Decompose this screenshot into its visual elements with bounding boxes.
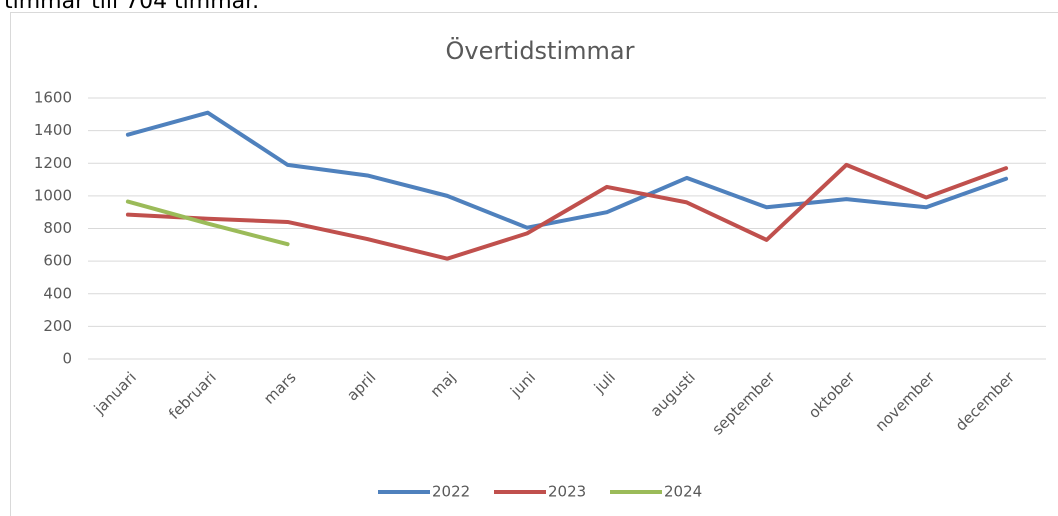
chart-frame — [10, 12, 1058, 516]
legend-label: 2023 — [548, 483, 586, 501]
legend-label: 2022 — [432, 483, 470, 501]
y-tick-label: 1200 — [34, 154, 72, 172]
chart-title: Övertidstimmar — [446, 36, 635, 65]
y-tick-label: 800 — [43, 219, 72, 237]
y-tick-label: 200 — [43, 317, 72, 335]
y-tick-label: 1000 — [34, 186, 72, 204]
legend-label: 2024 — [664, 483, 702, 501]
y-tick-label: 1400 — [34, 121, 72, 139]
y-tick-label: 1600 — [34, 89, 72, 107]
series-line — [125, 199, 290, 247]
series-line — [125, 110, 1009, 230]
series-line — [125, 162, 1009, 261]
y-tick-label: 0 — [62, 350, 72, 368]
y-tick-label: 400 — [43, 284, 72, 302]
caption: timmar till 704 timmar. — [4, 0, 259, 14]
y-tick-label: 600 — [43, 252, 72, 270]
